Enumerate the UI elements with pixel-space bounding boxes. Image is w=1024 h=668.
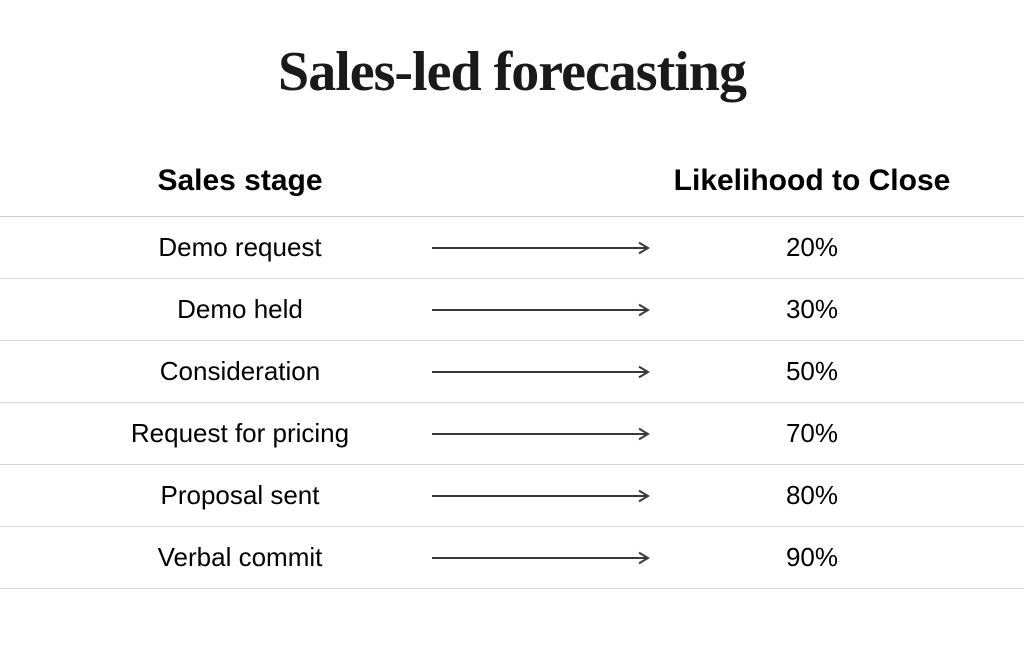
likelihood-cell: 90%: [660, 542, 964, 573]
stage-cell: Request for pricing: [60, 418, 420, 449]
likelihood-cell: 30%: [660, 294, 964, 325]
stage-cell: Demo held: [60, 294, 420, 325]
stage-cell: Verbal commit: [60, 542, 420, 573]
table-header-row: Sales stage Likelihood to Close: [0, 164, 1024, 217]
table-row: Request for pricing 70%: [0, 403, 1024, 465]
arrow-icon: [420, 551, 660, 565]
header-sales-stage: Sales stage: [60, 164, 420, 198]
table-row: Demo held 30%: [0, 279, 1024, 341]
arrow-icon: [420, 365, 660, 379]
table-row: Verbal commit 90%: [0, 527, 1024, 589]
header-likelihood: Likelihood to Close: [660, 164, 964, 198]
forecasting-table: Sales stage Likelihood to Close Demo req…: [0, 164, 1024, 589]
table-row: Consideration 50%: [0, 341, 1024, 403]
table-row: Demo request 20%: [0, 217, 1024, 279]
likelihood-cell: 80%: [660, 480, 964, 511]
likelihood-cell: 20%: [660, 232, 964, 263]
stage-cell: Proposal sent: [60, 480, 420, 511]
stage-cell: Consideration: [60, 356, 420, 387]
arrow-icon: [420, 303, 660, 317]
page-title: Sales-led forecasting: [0, 40, 1024, 104]
arrow-icon: [420, 489, 660, 503]
arrow-icon: [420, 427, 660, 441]
likelihood-cell: 50%: [660, 356, 964, 387]
table-row: Proposal sent 80%: [0, 465, 1024, 527]
arrow-icon: [420, 241, 660, 255]
likelihood-cell: 70%: [660, 418, 964, 449]
stage-cell: Demo request: [60, 232, 420, 263]
